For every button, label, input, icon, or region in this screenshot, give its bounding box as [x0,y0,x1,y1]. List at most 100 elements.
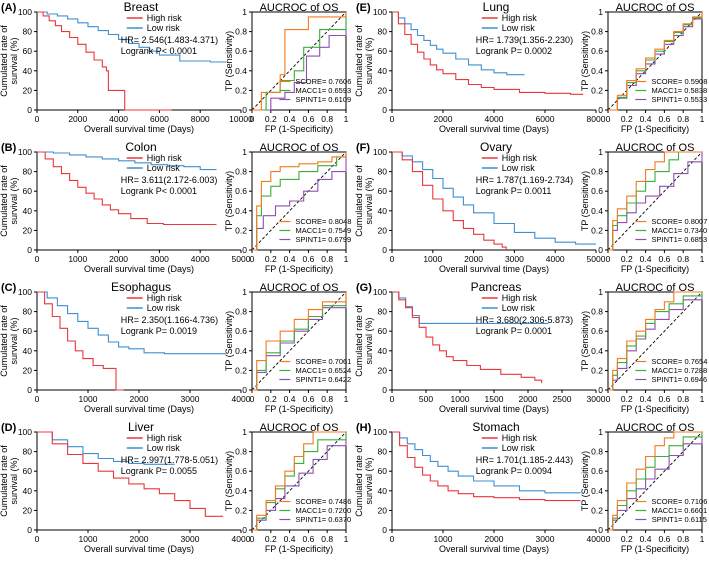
roc-title: AUCROC of OS [616,422,695,434]
roc-x-tick-label: 0.8 [677,394,689,404]
km-y-tick-label: 40 [378,66,388,76]
logrank-annotation: Logrank P= 0.0055 [121,466,197,476]
roc-frame [251,151,347,251]
km-curve-low-risk [37,291,226,355]
roc-legend-macc1: MACC1= 0.6593 [296,86,352,95]
km-x-tick-label: 2000 [68,114,87,124]
roc-plot: AUCROC of OS 00 0.2 0.2 0.4 0.4 0.6 0.6 0.8 0.8 1 1… [580,2,707,134]
km-x-tick-label: 0 [35,254,40,264]
km-y-tick-label: 100 [373,427,387,437]
km-y-tick-label: 40 [378,486,388,496]
km-y-tick-label: 60 [378,46,388,56]
roc-x-tick-label: 0 [606,394,611,404]
km-curve-high-risk [37,291,124,391]
km-y-axis-title-line2: survival (%) [9,457,19,504]
roc-x-tick-label: 1 [344,114,349,124]
roc-y-axis-title: TP (Sensitivity) [580,451,590,511]
roc-x-tick-label: 0.6 [302,114,314,124]
roc-title: AUCROC of OS [616,2,695,14]
roc-y-tick-label: 0.6 [235,186,247,196]
roc-y-tick-label: 0.8 [591,27,603,37]
roc-curve-score [252,431,346,531]
km-x-tick-label: 1000 [423,254,442,264]
roc-curve-score [608,151,702,251]
roc-x-axis-title: FP (1-Specificity) [265,544,333,554]
roc-y-tick-label: 0.2 [591,85,603,95]
km-y-tick-label: 80 [23,27,33,37]
roc-x-tick-label: 0.8 [677,114,689,124]
km-curve-high-risk [37,431,224,517]
roc-title: AUCROC of OS [260,142,339,154]
roc-x-tick-label: 0.8 [321,114,333,124]
km-x-tick-label: 3000 [536,534,555,544]
roc-legend-score: SCORE= 0.7654 [651,357,707,366]
logrank-annotation: Logrank P= 0.0002 [476,46,552,56]
roc-y-axis-title: TP (Sensitivity) [224,31,234,91]
km-x-tick-label: 2000 [485,534,504,544]
km-curve-low-risk [37,151,217,171]
roc-y-tick-label: 1 [242,147,247,157]
km-y-tick-label: 20 [23,85,33,95]
km-y-tick-label: 60 [378,466,388,476]
hazard-ratio-annotation: HR= 3.611(2.172-6.003) [121,175,218,185]
km-x-tick-label: 5000 [232,254,251,264]
km-y-tick-label: 0 [382,245,387,255]
roc-x-tick-label: 1 [344,394,349,404]
km-x-tick-label: 2000 [434,114,453,124]
roc-y-axis-title: TP (Sensitivity) [580,311,590,371]
roc-reference-diagonal [251,291,347,391]
roc-y-tick-label: 0.8 [235,27,247,37]
km-x-tick-label: 0 [390,534,395,544]
hazard-ratio-annotation: HR= 2.997(1.778-5.051) [121,455,218,465]
km-y-tick-label: 40 [23,486,33,496]
roc-x-tick-label: 0.4 [640,114,652,124]
km-x-tick-label: 3000 [587,394,606,404]
logrank-annotation: Logrank P= 0.0019 [121,326,197,336]
panel-label: (C) [1,282,17,294]
roc-x-tick-label: 0.4 [284,394,296,404]
roc-y-tick-label: 0.8 [235,447,247,457]
roc-x-tick-label: 0 [250,534,255,544]
legend-label-high-risk: High risk [502,153,538,163]
roc-y-axis-title: TP (Sensitivity) [224,311,234,371]
km-x-axis-title: Overall survival time (Days) [84,264,194,274]
km-x-axis-title: Overall survival time (Days) [84,124,194,134]
roc-y-tick-label: 0 [242,385,247,395]
roc-legend-macc1: MACC1= 0.5838 [652,86,708,95]
legend-label-high-risk: High risk [502,433,538,443]
roc-y-tick-label: 1 [242,287,247,297]
roc-y-tick-label: 0.6 [235,326,247,336]
roc-legend-spint1: SPINT1= 0.6115 [652,515,707,524]
legend-label-low-risk: Low risk [147,23,181,33]
km-y-tick-label: 60 [378,186,388,196]
legend-label-high-risk: High risk [502,293,538,303]
km-x-tick-label: 10000 [229,114,253,124]
roc-y-tick-label: 0.2 [235,225,247,235]
km-x-tick-label: 3000 [150,254,169,264]
roc-x-tick-label: 0.8 [677,254,689,264]
roc-x-tick-label: 1 [344,534,349,544]
roc-curve-score [252,152,347,251]
roc-legend-macc1: MACC1= 0.7549 [296,226,352,235]
km-y-tick-label: 100 [18,7,32,17]
roc-x-tick-label: 0 [606,534,611,544]
legend-label-low-risk: Low risk [502,303,536,313]
km-x-tick-label: 4000 [485,114,504,124]
km-y-tick-label: 100 [373,7,387,17]
roc-y-tick-label: 0.4 [591,66,603,76]
km-curve-high-risk [392,291,543,384]
roc-x-tick-label: 0.4 [640,254,652,264]
roc-legend-spint1: SPINT1= 0.6109 [296,95,352,104]
roc-y-tick-label: 0.2 [235,365,247,375]
roc-x-tick-label: 0 [606,254,611,264]
km-y-axis-title-line1: Cumulated rate of [0,165,9,237]
roc-curve-score [252,292,347,391]
km-curve-low-risk [392,11,525,76]
panel-label: (G) [356,282,372,294]
roc-x-tick-label: 1 [700,254,705,264]
